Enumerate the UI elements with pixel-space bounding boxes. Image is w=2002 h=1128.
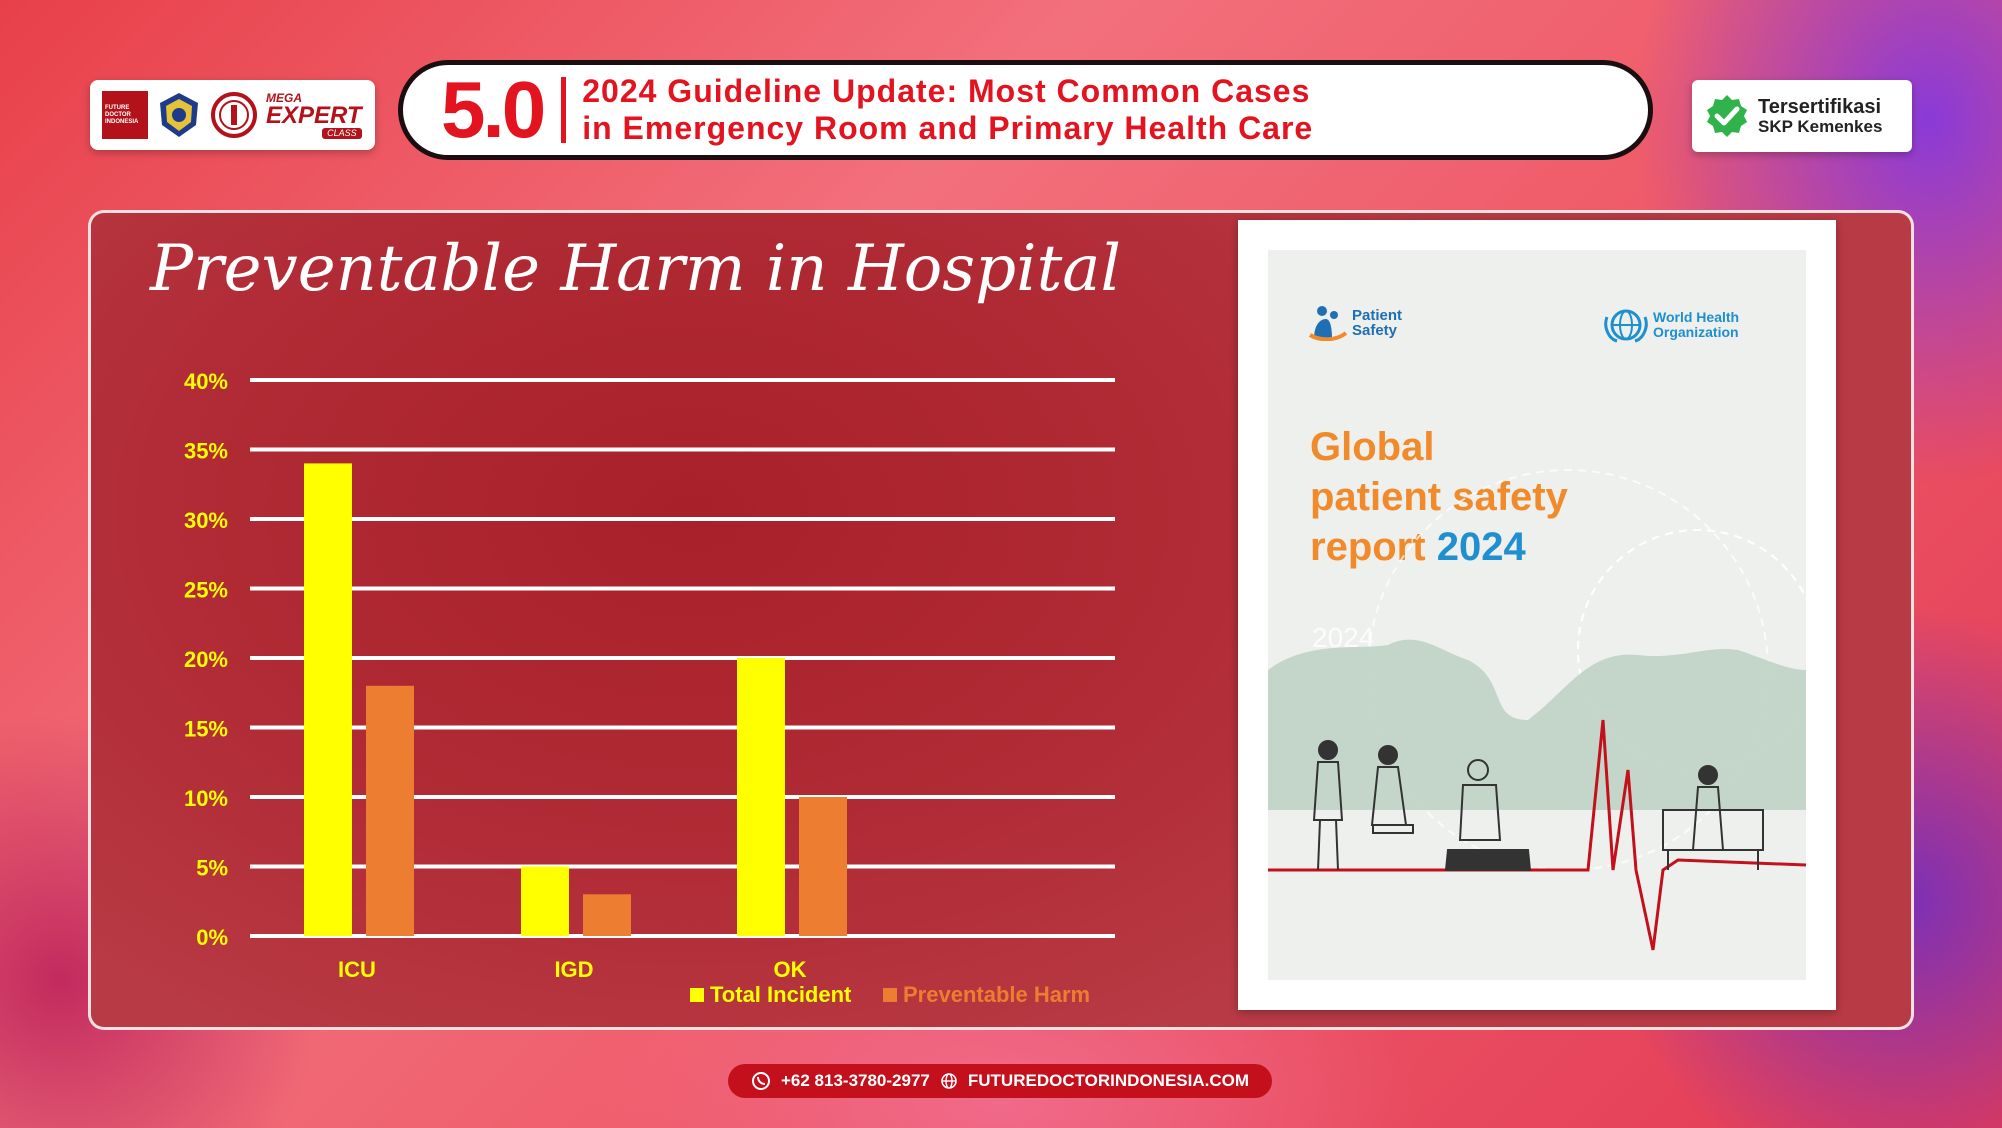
who-l2: Organization <box>1653 324 1739 340</box>
who-logo: World Health Organization <box>1603 305 1739 345</box>
y-tick-label: 15% <box>184 717 228 742</box>
title-banner: 5.0 2024 Guideline Update: Most Common C… <box>398 60 1653 160</box>
website-link[interactable]: FUTUREDOCTORINDONESIA.COM <box>967 1071 1250 1090</box>
y-tick-label: 10% <box>184 786 228 811</box>
y-tick-label: 30% <box>184 508 228 533</box>
bar-icu-total-incident <box>304 463 352 936</box>
globe-icon <box>941 1073 957 1089</box>
y-tick-label: 5% <box>196 856 228 881</box>
report-title: Global patient safety report 2024 <box>1310 422 1568 572</box>
cert-line1: Tersertifikasi <box>1758 95 1882 118</box>
y-tick-label: 20% <box>184 647 228 672</box>
certification-badge: Tersertifikasi SKP Kemenkes <box>1692 80 1912 152</box>
partner-logos: FUTURE DOCTOR INDONESIA MEGA EXPERT CLAS… <box>90 80 375 150</box>
bar-igd-total-incident <box>521 866 569 936</box>
banner-title-line1: 2024 Guideline Update: Most Common Cases <box>582 73 1311 109</box>
bar-igd-preventable-harm <box>583 894 631 936</box>
report-title-l1: Global <box>1310 425 1435 469</box>
y-tick-label: 35% <box>184 439 228 464</box>
cert-line2: SKP Kemenkes <box>1758 116 1883 136</box>
patient-safety-l1: Patient <box>1352 307 1403 324</box>
bar-ok-preventable-harm <box>799 797 847 936</box>
chart-title: Preventable Harm in Hospital <box>150 232 1121 306</box>
banner-title-line2: in Emergency Room and Primary Health Car… <box>582 110 1314 146</box>
bar-ok-total-incident <box>737 658 785 936</box>
patient-safety-icon <box>1308 306 1348 341</box>
report-title-l3: report 2024 <box>1310 522 1568 572</box>
whatsapp-icon <box>751 1072 770 1090</box>
phone-number[interactable]: +62 813-3780-2977 <box>780 1071 930 1090</box>
contact-bar: +62 813-3780-2977 FUTUREDOCTORINDONESIA.… <box>728 1064 1272 1098</box>
banner-title: 2024 Guideline Update: Most Common Cases… <box>582 73 1313 147</box>
idi-logo <box>211 92 257 138</box>
x-category-label: OK <box>774 957 807 982</box>
report-cover: Patient Safety World Health Organization… <box>1238 220 1836 1010</box>
mega-expert-logo: MEGA EXPERT CLASS <box>266 92 362 139</box>
check-badge-icon <box>1707 95 1747 137</box>
y-tick-label: 40% <box>184 369 228 394</box>
fdi-logo: FUTURE DOCTOR INDONESIA <box>102 91 148 139</box>
version-number: 5.0 <box>441 65 546 154</box>
x-category-label: IGD <box>554 957 593 982</box>
y-tick-label: 0% <box>196 925 228 950</box>
report-cover-page: Patient Safety World Health Organization… <box>1268 250 1806 980</box>
report-title-word: report <box>1310 525 1426 569</box>
people-illustration-icon <box>1312 740 1764 871</box>
class-text: CLASS <box>322 127 362 139</box>
legend-swatch <box>883 988 897 1002</box>
who-l1: World Health <box>1653 309 1740 325</box>
report-title-year: 2024 <box>1436 525 1526 569</box>
report-title-l2: patient safety <box>1310 475 1568 519</box>
legend-label: Preventable Harm <box>903 982 1090 1007</box>
seal-logo <box>160 93 198 137</box>
expert-text: EXPERT <box>266 101 362 129</box>
mega-text: MEGA <box>266 90 302 105</box>
legend-label: Total Incident <box>710 982 852 1007</box>
x-category-label: ICU <box>338 957 376 982</box>
legend-swatch <box>690 988 704 1002</box>
bar-icu-preventable-harm <box>366 685 414 936</box>
y-tick-label: 25% <box>184 578 228 603</box>
report-illustration <box>1268 469 1806 951</box>
who-emblem-icon <box>1604 309 1648 343</box>
title-divider <box>561 77 567 143</box>
patient-safety-l2: Safety <box>1352 322 1398 339</box>
patient-safety-logo: Patient Safety <box>1308 305 1402 341</box>
